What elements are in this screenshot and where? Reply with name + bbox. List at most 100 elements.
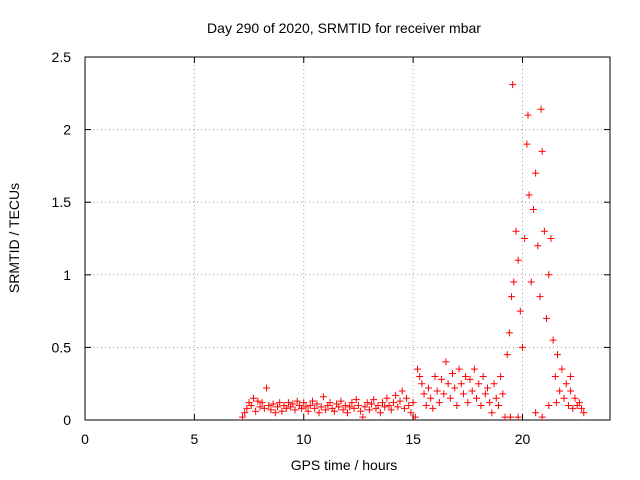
data-point [567, 372, 575, 380]
data-point [254, 397, 262, 405]
data-point [442, 358, 450, 366]
data-point [239, 413, 246, 421]
y-axis-label: SRMTID / TECUs [6, 183, 22, 293]
data-point [578, 404, 586, 412]
data-point [383, 394, 391, 402]
data-point [418, 380, 426, 388]
data-point [527, 278, 535, 286]
data-point [468, 387, 476, 395]
data-point [337, 397, 345, 405]
data-point [313, 400, 321, 408]
data-point [534, 242, 542, 250]
data-point [350, 404, 358, 412]
data-point [532, 409, 540, 417]
data-point [392, 391, 400, 399]
data-point [545, 401, 553, 409]
x-tick-label: 20 [515, 431, 531, 447]
data-point [249, 394, 257, 402]
data-point [499, 390, 507, 398]
data-point [509, 81, 517, 89]
data-point [330, 407, 338, 415]
data-point [365, 406, 373, 414]
data-point [571, 394, 579, 402]
data-point [429, 404, 437, 412]
data-point [407, 409, 415, 417]
data-point [274, 403, 281, 411]
data-point [551, 372, 559, 380]
data-point [389, 399, 397, 407]
data-point [394, 403, 402, 411]
x-tick-label: 0 [81, 431, 89, 447]
data-point [514, 413, 522, 421]
data-point [359, 413, 367, 421]
data-point [357, 407, 365, 415]
data-point [516, 307, 524, 315]
data-point [368, 400, 376, 408]
data-point [481, 390, 489, 398]
data-point [385, 401, 393, 409]
data-point [532, 169, 540, 177]
data-point [562, 380, 570, 388]
data-point [361, 403, 369, 411]
data-point [514, 256, 522, 264]
data-point [300, 399, 308, 407]
data-point [317, 403, 325, 411]
data-point [322, 406, 330, 414]
data-point [431, 372, 439, 380]
data-point [256, 403, 264, 411]
data-point [521, 235, 529, 242]
data-point [506, 413, 514, 421]
data-point [409, 399, 417, 407]
data-point [549, 336, 557, 344]
data-point [488, 409, 496, 417]
data-point [403, 394, 411, 402]
data-point [492, 394, 500, 402]
plot-frame [84, 56, 611, 421]
data-point [524, 111, 532, 119]
data-point [512, 227, 520, 235]
data-point [545, 271, 553, 279]
data-point [457, 380, 465, 388]
y-tick-label: 1 [63, 267, 71, 283]
data-point [276, 399, 284, 407]
data-point [344, 409, 351, 417]
data-point [422, 401, 430, 409]
data-point [374, 401, 382, 409]
data-point [304, 407, 312, 415]
data-point [298, 404, 306, 412]
data-point [453, 401, 461, 409]
data-point [470, 365, 478, 373]
data-point [396, 397, 404, 405]
data-point [376, 409, 384, 417]
data-point [263, 384, 271, 392]
data-point [352, 396, 360, 404]
y-tick-label: 0.5 [52, 339, 72, 355]
x-axis-label: GPS time / hours [291, 457, 398, 473]
data-point [339, 406, 347, 414]
data-point [243, 404, 251, 412]
x-tick-label: 5 [190, 431, 198, 447]
data-point [508, 293, 516, 301]
data-point [475, 380, 483, 388]
data-point [309, 397, 316, 405]
data-point [580, 409, 588, 417]
data-point [438, 375, 446, 383]
data-point [258, 399, 266, 407]
data-point [494, 401, 502, 409]
data-point [335, 403, 343, 411]
data-point [315, 409, 323, 417]
data-point [537, 105, 545, 113]
data-point [405, 401, 413, 409]
data-point [346, 403, 354, 411]
data-point [326, 399, 334, 407]
data-point [291, 406, 299, 414]
data-point [435, 399, 443, 407]
data-point [293, 397, 301, 405]
data-point [381, 403, 389, 411]
data-point [416, 372, 424, 380]
data-point [543, 314, 551, 322]
data-point [486, 399, 494, 407]
data-point [554, 351, 561, 359]
data-points [239, 81, 588, 421]
data-point [519, 343, 526, 351]
